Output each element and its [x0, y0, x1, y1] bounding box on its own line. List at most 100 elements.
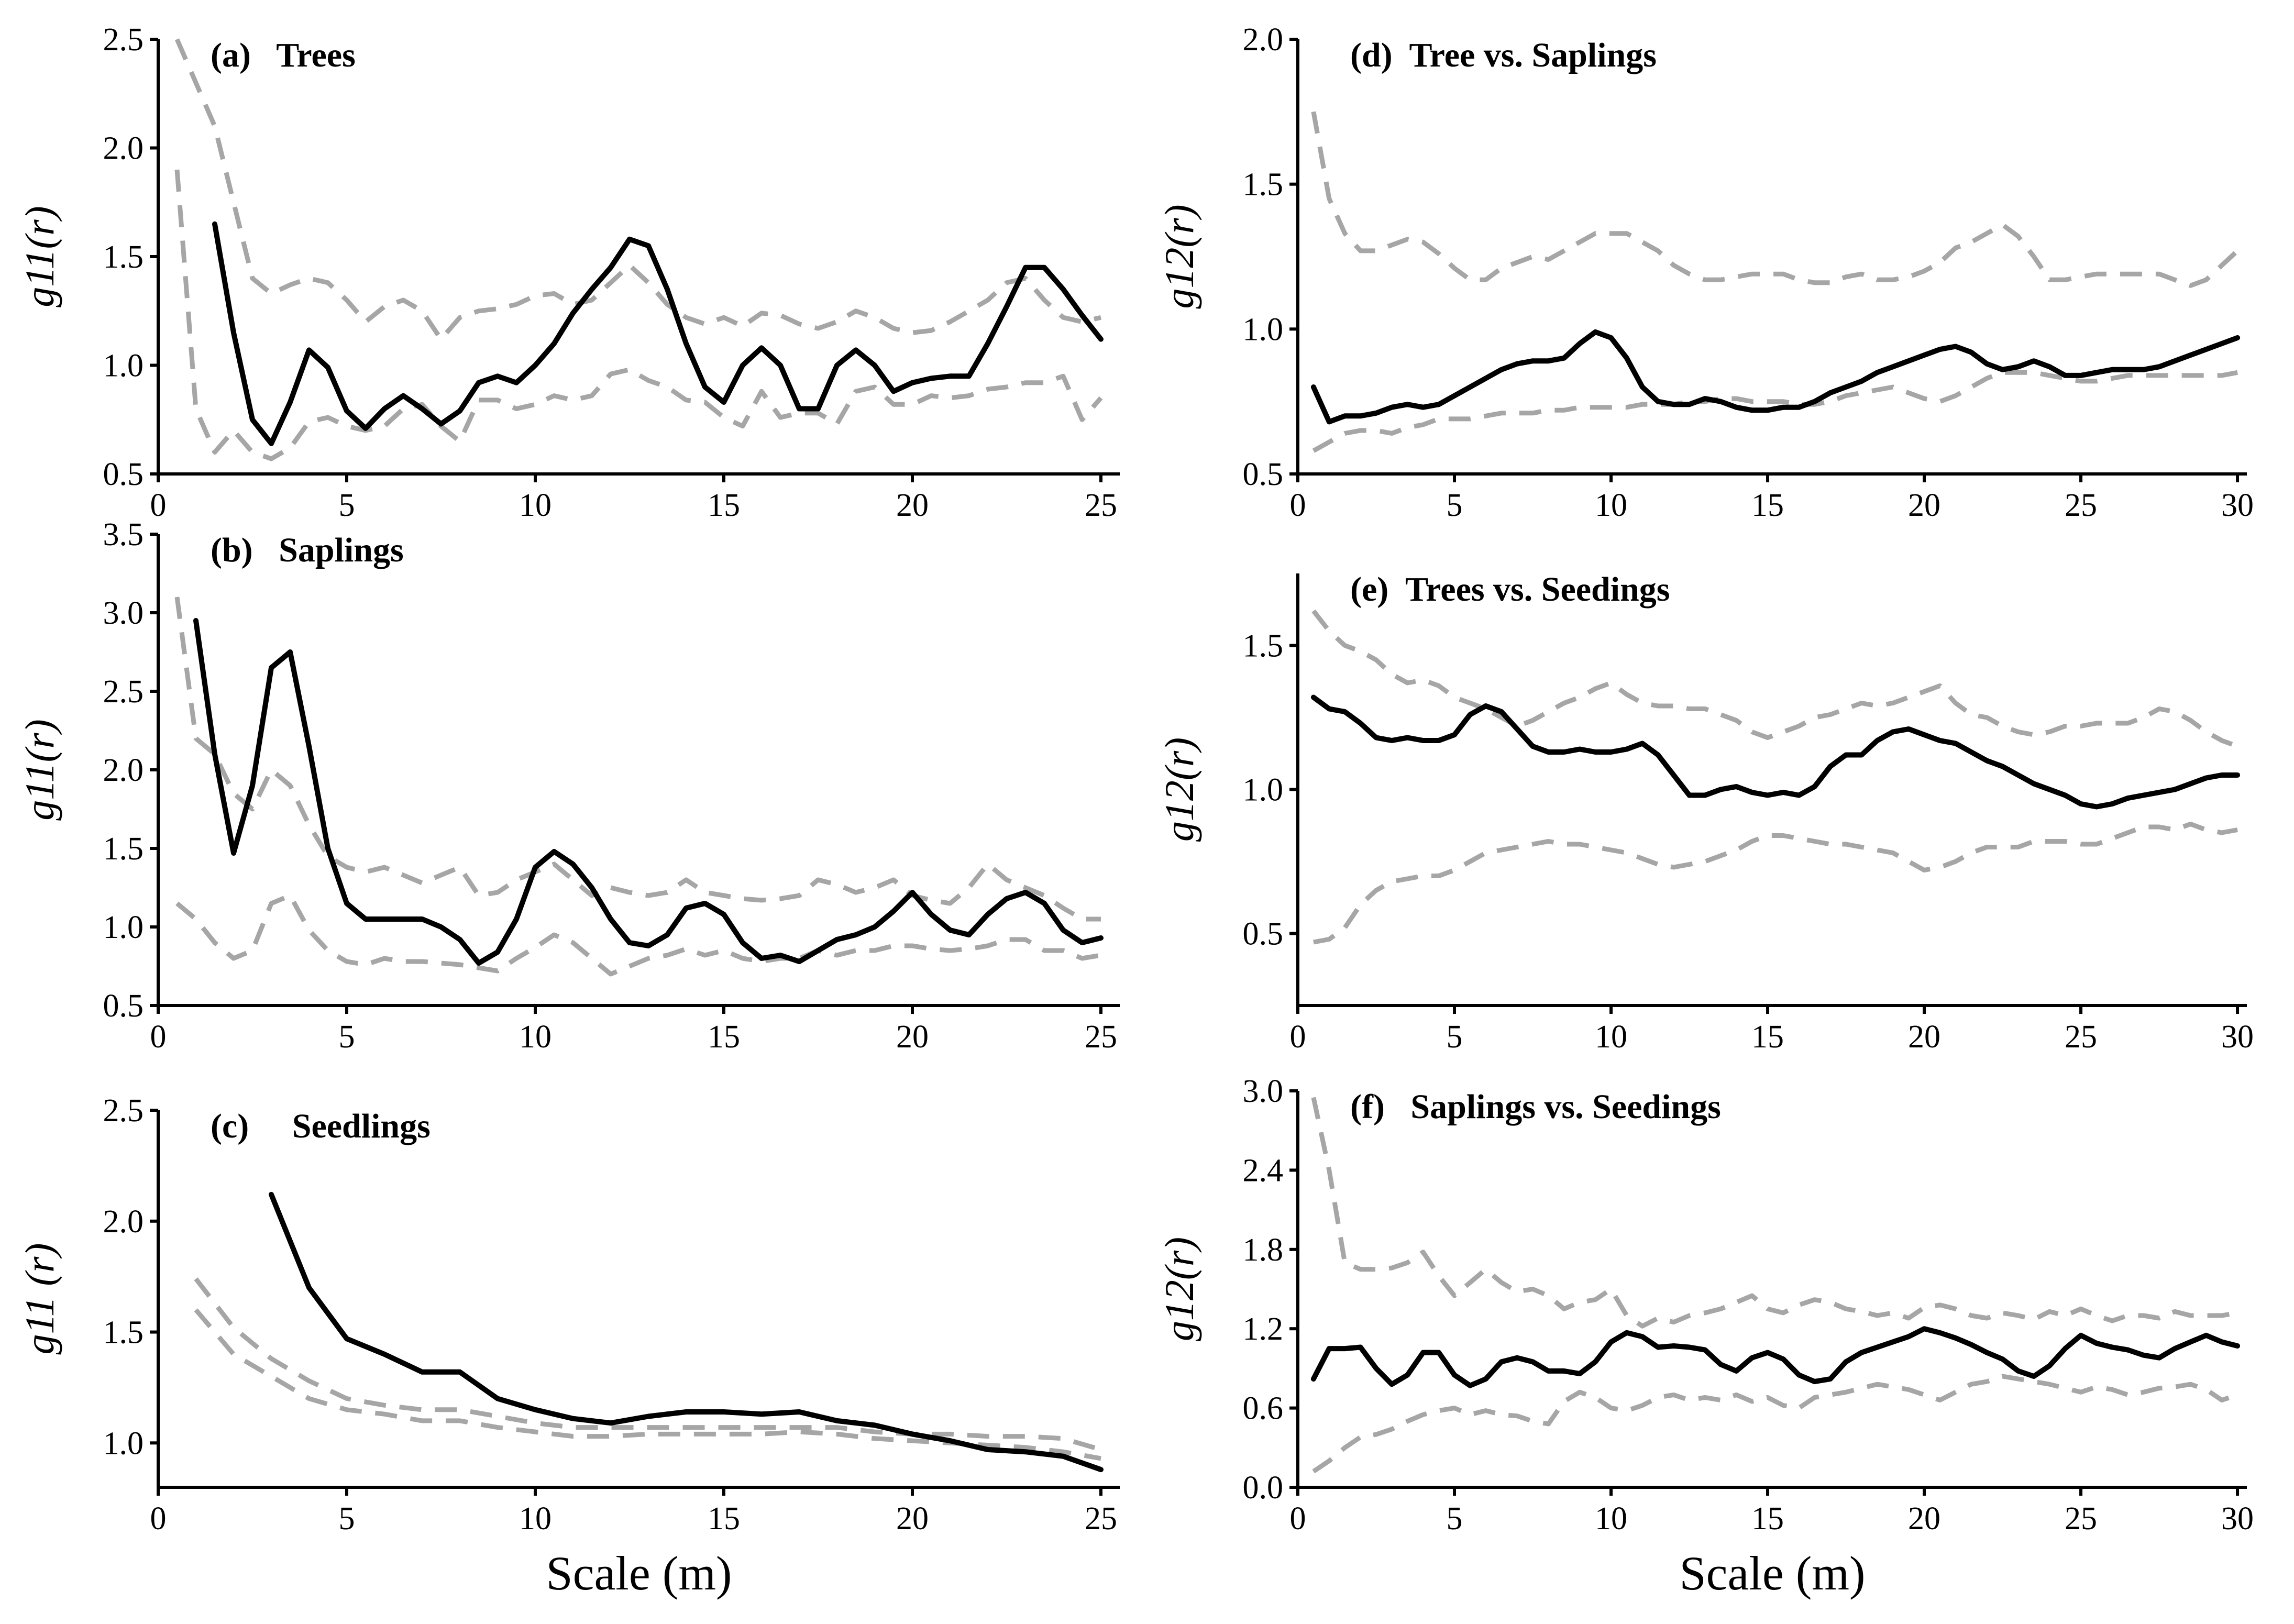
observed-line — [193, 618, 1104, 966]
y-tick-label: 0.0 — [1243, 1470, 1284, 1506]
x-tick-label: 15 — [1751, 1501, 1784, 1537]
y-tick-label: 1.0 — [103, 1426, 144, 1461]
panel-b: 0 5 10 15 20 25 0.5 1.0 1.5 2.0 2.5 3.0 3.5 (b) Sapli… — [17, 517, 1120, 1055]
x-tick-label: 0 — [150, 1019, 167, 1055]
panel-title: (d) Tree vs. Saplings — [1350, 36, 1657, 74]
x-tick-label: 25 — [2065, 488, 2097, 523]
x-tick-label: 25 — [1085, 1019, 1117, 1055]
x-tick-label: 20 — [1908, 1501, 1940, 1537]
y-axis-label: g12(r) — [1156, 204, 1202, 308]
x-tick-label: 30 — [2221, 1501, 2254, 1537]
upper-envelope-line — [1311, 111, 2240, 288]
upper-envelope-line — [174, 38, 1102, 342]
y-tick-label: 1.0 — [103, 910, 144, 945]
y-tick-label: 3.0 — [103, 595, 144, 631]
y-tick-label: 2.4 — [1243, 1153, 1284, 1188]
x-tick-label: 5 — [1447, 1019, 1463, 1055]
x-tick-label: 0 — [1290, 488, 1306, 523]
x-axis-label: Scale (m) — [1679, 1546, 1865, 1600]
y-tick-label: 0.6 — [1243, 1391, 1284, 1427]
x-tick-label: 20 — [896, 488, 929, 523]
panel-a: 0 5 10 15 20 25 0.5 1.0 1.5 2.0 2.5 (a) Trees g11(r) — [17, 22, 1120, 523]
y-tick-label: 2.0 — [1243, 22, 1284, 58]
upper-envelope-line — [194, 1277, 1102, 1452]
panel-title: (b) Saplings — [211, 531, 404, 569]
y-tick-label: 1.8 — [1243, 1232, 1284, 1268]
lower-envelope-line — [1313, 822, 2238, 945]
x-tick-label: 0 — [150, 488, 167, 523]
x-tick-label: 10 — [1595, 1019, 1627, 1055]
x-tick-label: 20 — [896, 1019, 929, 1055]
x-tick-label: 30 — [2221, 1019, 2254, 1055]
observed-line — [212, 221, 1104, 446]
panel-title: (a) Trees — [211, 36, 356, 74]
y-tick-label: 1.0 — [1243, 772, 1284, 808]
y-axis-label: g11(r) — [17, 719, 62, 821]
y-tick-label: 2.0 — [103, 1204, 144, 1240]
x-tick-label: 0 — [150, 1501, 167, 1537]
y-tick-label: 2.0 — [103, 131, 144, 167]
x-tick-label: 10 — [1595, 1501, 1627, 1537]
x-tick-label: 5 — [1447, 1501, 1463, 1537]
y-tick-label: 1.5 — [103, 1315, 144, 1351]
y-tick-label: 2.5 — [103, 674, 144, 710]
lower-envelope-line — [1312, 370, 2238, 453]
y-tick-label: 0.5 — [103, 457, 144, 492]
panel-f: 0 5 10 15 20 25 30 0.0 0.6 1.2 1.8 2.4 3.0 (f) Saplin… — [1156, 1074, 2254, 1600]
x-tick-label: 15 — [1751, 1019, 1784, 1055]
y-tick-label: 3.5 — [103, 517, 144, 553]
y-tick-label: 2.0 — [103, 753, 144, 788]
observed-line — [269, 1191, 1104, 1473]
lower-envelope-line — [1312, 1374, 2238, 1474]
x-tick-label: 20 — [1908, 488, 1940, 523]
x-axis-label: Scale (m) — [546, 1546, 732, 1600]
x-tick-label: 15 — [708, 488, 740, 523]
x-tick-label: 15 — [1751, 488, 1784, 523]
x-tick-label: 10 — [519, 488, 552, 523]
y-tick-label: 1.5 — [1243, 167, 1284, 203]
y-tick-label: 1.2 — [1243, 1311, 1284, 1347]
x-tick-label: 25 — [1085, 1501, 1117, 1537]
y-tick-label: 0.5 — [103, 988, 144, 1024]
y-tick-label: 0.5 — [1243, 916, 1284, 952]
x-tick-label: 25 — [2065, 1019, 2097, 1055]
observed-line — [1310, 1326, 2241, 1388]
y-tick-label: 1.0 — [1243, 312, 1284, 347]
x-tick-label: 5 — [339, 1501, 355, 1537]
y-tick-label: 1.0 — [103, 348, 144, 384]
x-tick-label: 10 — [1595, 488, 1627, 523]
y-axis-label: g11 (r) — [17, 1243, 62, 1354]
x-tick-label: 0 — [1290, 1019, 1306, 1055]
x-tick-label: 15 — [708, 1019, 740, 1055]
x-tick-label: 5 — [339, 1019, 355, 1055]
y-tick-label: 1.5 — [1243, 628, 1284, 664]
y-tick-label: 2.5 — [103, 1093, 144, 1129]
panel-d: 0 5 10 15 20 25 30 0.5 1.0 1.5 2.0 (d) Tree vs. Sap… — [1156, 22, 2254, 523]
upper-envelope-line — [1311, 609, 2238, 749]
x-tick-label: 20 — [896, 1501, 929, 1537]
y-tick-label: 1.5 — [103, 239, 144, 275]
y-axis-label: g12(r) — [1156, 1237, 1202, 1341]
x-tick-label: 30 — [2221, 488, 2254, 523]
y-axis-label: g12(r) — [1156, 737, 1202, 842]
lower-envelope-line — [174, 169, 1103, 461]
lower-envelope-line — [194, 1308, 1101, 1461]
panel-e: 0 5 10 15 20 25 30 0.5 1.0 1.5 (e) Trees vs. Seedi… — [1156, 570, 2254, 1055]
upper-envelope-line — [174, 596, 1101, 922]
lower-envelope-line — [175, 893, 1101, 977]
x-tick-label: 25 — [1085, 488, 1117, 523]
x-tick-label: 5 — [339, 488, 355, 523]
observed-line — [1310, 329, 2241, 425]
panel-title: (f) Saplings vs. Seedings — [1350, 1088, 1721, 1126]
x-tick-label: 25 — [2065, 1501, 2097, 1537]
x-tick-label: 10 — [519, 1019, 552, 1055]
x-tick-label: 5 — [1447, 488, 1463, 523]
y-tick-label: 1.5 — [103, 831, 144, 867]
y-tick-label: 2.5 — [103, 22, 144, 58]
panel-title: (e) Trees vs. Seedings — [1350, 570, 1670, 609]
x-tick-label: 20 — [1908, 1019, 1940, 1055]
x-tick-label: 10 — [519, 1501, 552, 1537]
y-axis-label: g11(r) — [17, 206, 62, 307]
y-tick-label: 3.0 — [1243, 1074, 1284, 1109]
